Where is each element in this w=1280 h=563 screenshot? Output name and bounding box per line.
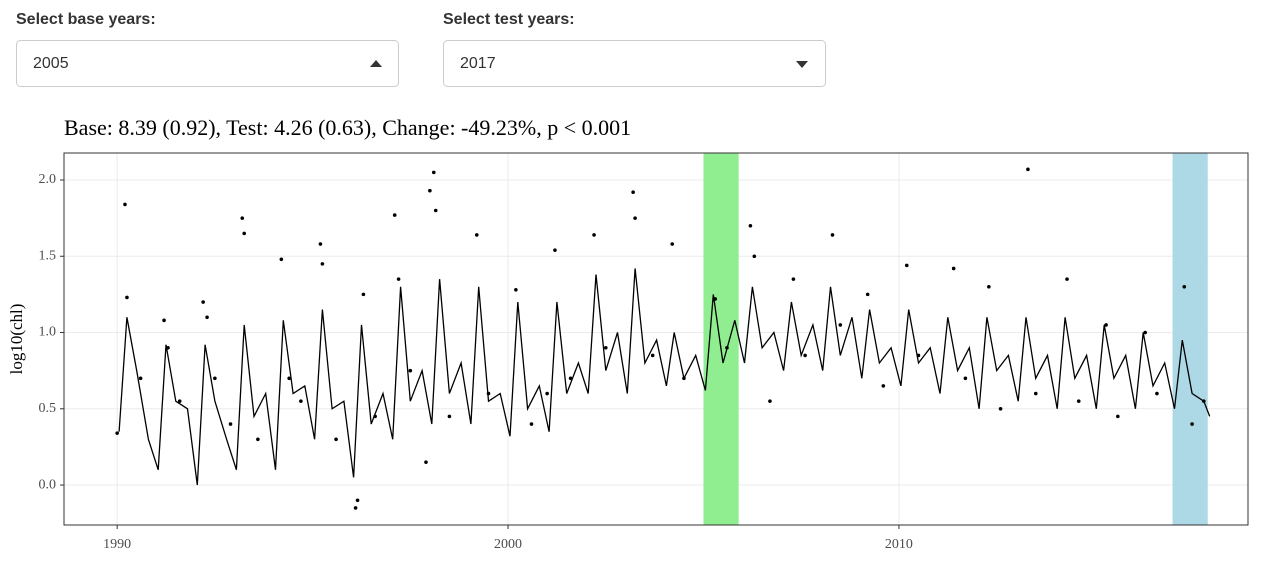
data-point [682,376,686,381]
data-point [987,284,991,289]
data-point [320,262,325,266]
data-point [474,233,479,237]
data-point [428,188,432,193]
data-point [299,399,303,403]
data-point [752,254,757,259]
data-point [1076,399,1081,403]
data-point [568,376,573,381]
data-point [916,353,921,358]
data-point [162,318,166,323]
y-tick-label: 2.0 [39,172,57,187]
x-tick-label: 1990 [103,537,131,552]
data-point [392,213,397,217]
data-point [803,353,807,358]
year-band [1172,153,1208,525]
plot-border [63,152,1249,526]
data-point [115,431,119,435]
plot-bg [64,153,1248,525]
data-point [279,257,284,262]
data-point [228,422,233,426]
year-band [703,153,739,525]
base-value[interactable]: 2005 [33,55,69,72]
data-point [725,345,729,350]
data-point [1026,167,1030,172]
data-point [592,233,596,237]
data-point [242,231,246,236]
data-point [998,406,1003,411]
data-point [838,323,843,327]
data-point [670,242,675,246]
data-point [963,376,968,381]
data-point [201,300,205,304]
data-point [1155,391,1159,396]
data-point [177,399,182,403]
data-point [213,376,217,381]
data-point [361,292,366,297]
data-point [166,345,170,350]
data-point [1116,414,1120,419]
data-point [424,460,428,464]
data-point [355,498,360,503]
data-point [431,170,436,175]
data-point [713,297,718,301]
data-point [748,223,753,228]
data-point [205,315,209,320]
data-point [1190,422,1194,426]
data-point [1033,391,1038,396]
data-point [1202,399,1206,403]
data-point [865,292,870,297]
caret-down [796,61,808,68]
data-point [486,391,491,396]
chart-title: Base: 8.39 (0.92), Test: 4.26 (0.63), Ch… [64,115,631,140]
y-tick-label: 1.5 [39,248,57,263]
x-tick-label: 2000 [494,537,522,552]
data-point [318,242,323,246]
y-axis-label: log10(chl) [7,304,26,375]
data-point [514,288,518,292]
test-select[interactable] [443,40,826,87]
data-point [396,277,401,281]
data-point [408,368,413,373]
data-point [125,295,129,300]
caret-up [370,60,382,67]
data-point [553,248,557,252]
data-point [1182,284,1187,289]
base-select[interactable] [16,40,399,87]
y-tick-label: 0.0 [39,477,57,492]
data-point [123,202,127,207]
data-point [603,345,608,350]
data-point [373,414,377,419]
x-tick-label: 2010 [885,537,913,552]
data-point [881,384,886,388]
data-point [287,376,291,381]
data-point [353,506,358,510]
data-point [791,277,796,281]
data-point [830,233,835,237]
data-point [633,216,637,220]
data-point [1065,277,1069,281]
data-point [1143,330,1147,335]
data-point [447,414,452,419]
data-point [631,190,635,194]
data-point [1104,323,1108,327]
data-point [256,437,260,442]
data-point [545,391,549,396]
smooth-line [118,268,1211,486]
data-point [334,437,338,442]
base-label: Select base years: [16,11,156,28]
data-point [138,376,143,381]
test-value[interactable]: 2017 [460,55,496,72]
data-point [768,399,772,403]
test-label: Select test years: [443,11,575,28]
data-point [433,208,438,213]
data-point [240,216,245,220]
data-point [904,263,909,268]
data-point [951,266,956,271]
data-point [529,422,534,426]
y-tick-label: 1.0 [39,325,57,340]
data-point [650,353,655,358]
y-tick-label: 0.5 [39,401,57,416]
